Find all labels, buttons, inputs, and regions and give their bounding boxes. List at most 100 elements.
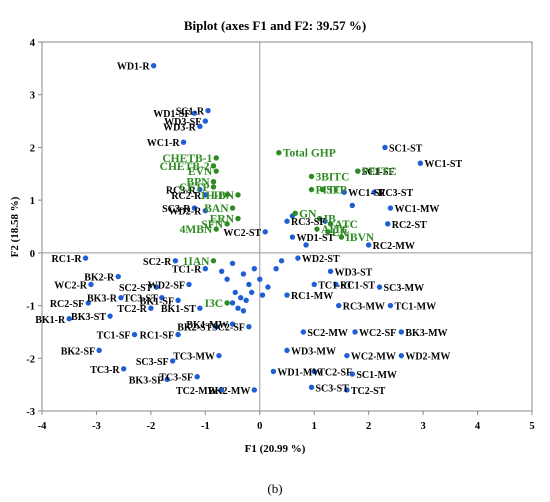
observation-point (344, 352, 350, 359)
observation-point (251, 265, 258, 272)
observation-label: TC3-ST (123, 294, 158, 305)
observation-label: WC2-R (54, 280, 88, 291)
observation-point (159, 294, 165, 301)
x-tick-label: 0 (257, 421, 262, 432)
observation-label: RC2-ST (392, 220, 427, 231)
observation-point (180, 139, 187, 145)
x-axis-label: F1 (20.99 %) (245, 443, 306, 455)
observation-point (218, 387, 225, 393)
y-tick-label: -1 (26, 302, 35, 313)
variable-label: CHETB-1 (162, 153, 212, 165)
observation-point (311, 281, 317, 288)
observation-label: SC2-ST (119, 283, 153, 294)
observation-point (365, 242, 372, 248)
observation-point (333, 281, 339, 288)
observation-label: RC1-MW (291, 291, 333, 302)
observation-point (172, 258, 179, 264)
observation-point (311, 368, 317, 375)
variable-label: 3BITC (316, 171, 350, 183)
observation-label: BK1-R (35, 315, 66, 326)
observation-point (202, 192, 209, 198)
observation-label: BK1-MW (186, 320, 228, 331)
y-tick-label: 0 (30, 249, 35, 260)
plot-border (41, 41, 533, 412)
variable-label: 1H-I (200, 190, 224, 202)
variable-label: CHETB-2 (160, 161, 210, 173)
y-axis-label: F2 (18.58 %) (9, 196, 21, 257)
observation-point (229, 321, 236, 327)
variable-label: ATC (335, 219, 358, 231)
observation-point (387, 205, 394, 211)
observation-point (240, 308, 247, 314)
observation-point (382, 144, 388, 151)
observation-label: WD2-SF (148, 280, 185, 291)
observation-point (284, 292, 290, 298)
observation-label: WC2-ST (223, 228, 261, 239)
observation-label: BK3-MW (405, 328, 447, 339)
observation-point (229, 300, 236, 306)
observation-point (164, 376, 170, 383)
observation-label: SC2-MW (307, 328, 348, 339)
variable-point (338, 234, 345, 240)
observation-label: BK1-ST (161, 304, 196, 315)
observation-point (85, 300, 91, 306)
variable-point (319, 186, 326, 193)
observation-point (169, 358, 176, 364)
observation-point (240, 271, 247, 277)
observation-label: TC1-ST (318, 280, 353, 291)
observation-point (262, 229, 268, 235)
x-tick-label: 2 (366, 421, 371, 432)
variable-point (308, 186, 315, 193)
x-tick-label: -4 (38, 421, 47, 432)
x-tick-label: 3 (420, 421, 425, 432)
observation-point (186, 281, 192, 288)
observation-point (150, 63, 157, 69)
observation-label: WC1-MW (394, 204, 439, 215)
observation-point (202, 265, 209, 272)
variable-label: SFN (201, 219, 223, 231)
variable-point (213, 155, 219, 161)
observation-label: WD2-MW (405, 352, 450, 363)
variable-label: GN (299, 208, 317, 220)
variable-label: ER (332, 227, 349, 239)
figure-caption: (b) (267, 481, 282, 496)
observation-label: TC1-R (172, 265, 202, 276)
observation-label: BK2-SF (61, 346, 95, 357)
variable-point (235, 215, 241, 222)
observation-label: BK3-SF (129, 375, 163, 386)
observation-point (213, 323, 219, 330)
observation-point (349, 371, 356, 377)
observation-point (398, 352, 405, 359)
observation-label: WD1-SF (153, 109, 190, 120)
observation-label: BK3-ST (71, 312, 106, 323)
observation-point (175, 331, 181, 338)
variable-label: 1IAN (183, 256, 211, 268)
observation-label: SC3-ST (316, 383, 350, 394)
observation-point (235, 305, 241, 311)
observation-point (336, 302, 342, 309)
observation-point (295, 255, 301, 261)
observation-label: BK2-MW (208, 386, 250, 397)
observation-label: WD1-ST (296, 233, 334, 244)
observation-point (300, 329, 307, 335)
x-tick-label: -2 (147, 421, 156, 432)
observation-label: RC1-ST (340, 280, 375, 291)
observation-point (232, 289, 238, 296)
y-tick-label: -2 (26, 354, 35, 365)
observation-label: SC3-MW (384, 283, 425, 294)
variable-label: I3C (205, 298, 224, 310)
observation-label: WC2-MW (351, 352, 396, 363)
observation-label: SC1-SF (362, 167, 395, 178)
data-points (66, 63, 424, 393)
observation-point (398, 329, 405, 335)
observation-label: RC1-SF (140, 331, 174, 342)
variable-label: SFP (326, 185, 346, 197)
observation-point (341, 189, 347, 195)
observation-point (153, 284, 160, 290)
observation-point (322, 218, 328, 224)
observation-point (197, 305, 203, 311)
observation-label: RC3-ST (378, 188, 413, 199)
observation-label: RC2-MW (373, 241, 415, 252)
observation-point (257, 276, 263, 282)
observation-point (216, 352, 222, 359)
